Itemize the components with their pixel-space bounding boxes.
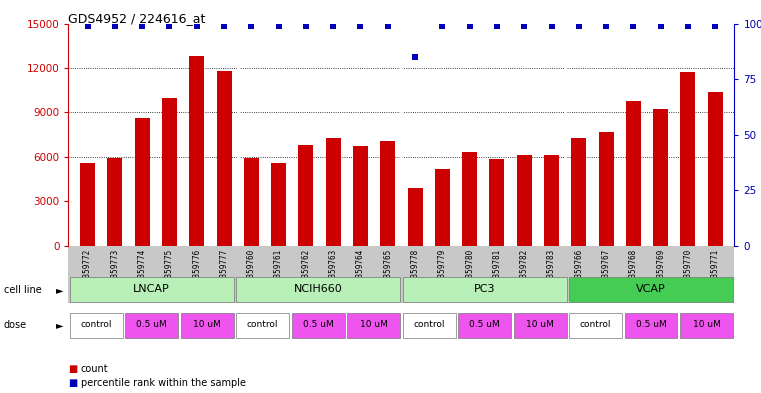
Bar — [708, 92, 723, 246]
Text: ■: ■ — [68, 364, 78, 373]
Bar — [107, 158, 123, 246]
Bar — [489, 159, 505, 246]
Text: cell line: cell line — [4, 285, 42, 295]
Bar — [517, 155, 532, 246]
Bar — [380, 141, 395, 246]
Bar — [126, 313, 178, 338]
Bar — [135, 118, 150, 246]
Bar — [271, 163, 286, 246]
Bar — [237, 277, 400, 302]
Point — [109, 23, 121, 29]
Bar — [462, 152, 477, 246]
Point — [355, 23, 367, 29]
Text: 10 uM: 10 uM — [526, 320, 554, 329]
Point — [682, 23, 694, 29]
Bar — [244, 158, 259, 246]
Text: 0.5 uM: 0.5 uM — [470, 320, 500, 329]
Text: percentile rank within the sample: percentile rank within the sample — [81, 378, 246, 388]
Bar — [237, 313, 289, 338]
Bar — [569, 313, 622, 338]
Bar — [514, 313, 566, 338]
Bar — [189, 56, 204, 246]
Bar — [403, 313, 456, 338]
Text: control: control — [247, 320, 279, 329]
Text: 10 uM: 10 uM — [360, 320, 387, 329]
Point — [245, 23, 257, 29]
Bar — [626, 101, 641, 246]
Point — [573, 23, 585, 29]
Bar — [680, 313, 733, 338]
Text: ■: ■ — [68, 378, 78, 388]
Text: 10 uM: 10 uM — [193, 320, 221, 329]
Bar — [544, 155, 559, 246]
Point — [546, 23, 558, 29]
Bar — [353, 146, 368, 246]
Point — [409, 54, 421, 60]
Bar — [326, 138, 341, 246]
Point — [327, 23, 339, 29]
Point — [600, 23, 612, 29]
Text: ►: ► — [56, 285, 63, 295]
Text: 0.5 uM: 0.5 uM — [136, 320, 167, 329]
Text: 0.5 uM: 0.5 uM — [303, 320, 333, 329]
Bar — [408, 188, 422, 246]
Point — [81, 23, 94, 29]
Bar — [291, 313, 345, 338]
Bar — [625, 313, 677, 338]
Text: control: control — [413, 320, 445, 329]
Bar — [80, 163, 95, 246]
Point — [654, 23, 667, 29]
Point — [382, 23, 394, 29]
Text: GDS4952 / 224616_at: GDS4952 / 224616_at — [68, 12, 206, 25]
Text: ►: ► — [56, 320, 63, 330]
Bar — [162, 97, 177, 246]
Bar — [181, 313, 234, 338]
Bar — [347, 313, 400, 338]
Bar — [70, 277, 234, 302]
Text: VCAP: VCAP — [636, 284, 666, 294]
Point — [518, 23, 530, 29]
Point — [300, 23, 312, 29]
Point — [627, 23, 639, 29]
Text: dose: dose — [4, 320, 27, 330]
Bar — [680, 72, 696, 246]
Bar — [403, 277, 566, 302]
Bar — [653, 109, 668, 246]
Text: LNCAP: LNCAP — [133, 284, 170, 294]
Text: PC3: PC3 — [474, 284, 495, 294]
Point — [491, 23, 503, 29]
Text: count: count — [81, 364, 108, 373]
Bar — [435, 169, 450, 246]
Bar — [569, 277, 733, 302]
Bar — [458, 313, 511, 338]
Text: 10 uM: 10 uM — [693, 320, 721, 329]
Point — [463, 23, 476, 29]
Point — [709, 23, 721, 29]
Point — [164, 23, 176, 29]
Point — [272, 23, 285, 29]
Point — [436, 23, 448, 29]
Point — [136, 23, 148, 29]
Text: NCIH660: NCIH660 — [294, 284, 342, 294]
Text: control: control — [580, 320, 611, 329]
Bar — [217, 71, 231, 246]
Point — [218, 23, 230, 29]
Bar — [70, 313, 123, 338]
Bar — [599, 132, 613, 246]
Bar — [298, 145, 314, 246]
Point — [191, 23, 203, 29]
Text: control: control — [81, 320, 112, 329]
Bar — [572, 138, 586, 246]
Text: 0.5 uM: 0.5 uM — [635, 320, 667, 329]
